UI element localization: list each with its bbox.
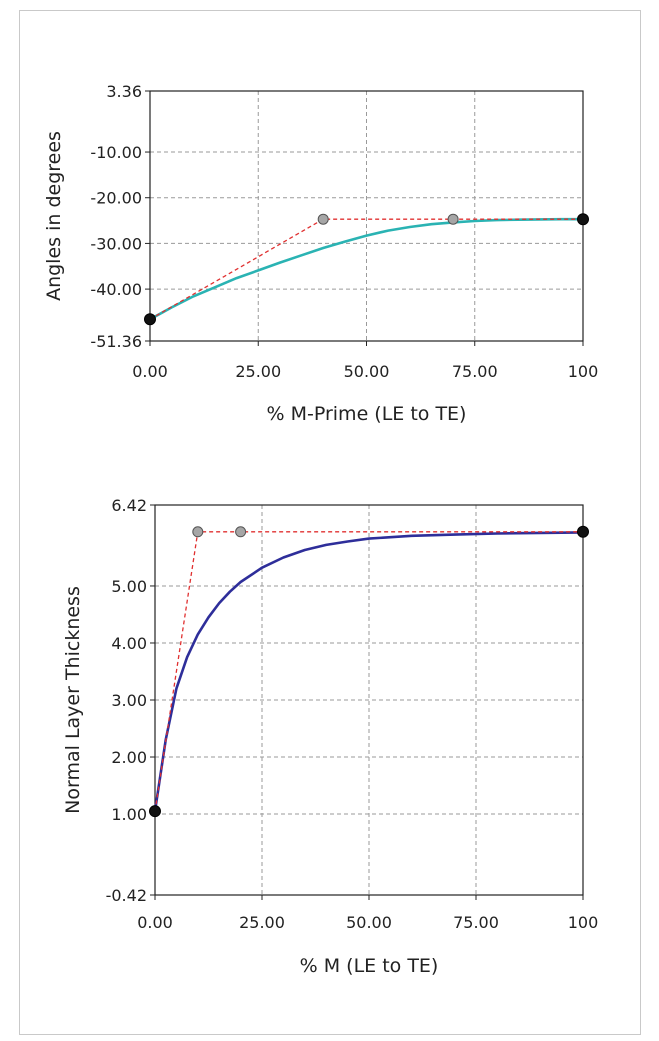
y-tick-label: 2.00: [111, 748, 147, 767]
y-tick-label: -51.36: [90, 332, 142, 351]
curve-line: [153, 531, 585, 813]
x-tick-label: 50.00: [346, 913, 392, 932]
x-tick-label: 100: [568, 913, 599, 932]
y-tick-label: 3.00: [111, 691, 147, 710]
control-polygon-line: [154, 531, 583, 812]
x-tick-label: 75.00: [452, 362, 498, 381]
y-tick-label: 6.42: [111, 496, 147, 515]
control-point-end: [577, 213, 589, 226]
x-tick-label: 50.00: [344, 362, 390, 381]
x-tick-label: 0.00: [132, 362, 168, 381]
control-point: [192, 526, 204, 538]
control-point: [235, 526, 247, 538]
x-tick-label: 75.00: [453, 913, 499, 932]
figure-frame: [19, 10, 641, 1035]
control-point-end: [149, 805, 161, 818]
y-tick-label: -40.00: [90, 280, 142, 299]
chart-1: 0.00 25.00 50.00 75.00 100 3.36 -10.00 -20.00 -3…: [43, 82, 598, 425]
y-tick-label: -0.42: [106, 886, 147, 905]
y-tick-label: 1.00: [111, 805, 147, 824]
x-tick-label: 100: [568, 362, 599, 381]
x-tick-label: 25.00: [235, 362, 281, 381]
control-point-end: [577, 525, 589, 538]
x-tick-label: 0.00: [137, 913, 173, 932]
y-tick-label: 4.00: [111, 634, 147, 653]
x-axis-label: % M-Prime (LE to TE): [267, 403, 467, 425]
y-tick-label: 3.36: [106, 82, 142, 101]
y-axis-label: Normal Layer Thickness: [62, 586, 84, 814]
control-point-end: [144, 313, 156, 326]
x-tick-label: 25.00: [239, 913, 285, 932]
y-tick-label: -30.00: [90, 234, 142, 253]
x-axis-label: % M (LE to TE): [300, 955, 439, 977]
y-tick-label: 5.00: [111, 577, 147, 596]
control-point: [317, 213, 329, 225]
y-tick-label: -20.00: [90, 189, 142, 208]
control-polygon-line: [149, 218, 583, 320]
control-point: [447, 213, 459, 225]
chart-2: 0.00 25.00 50.00 75.00 100 6.42 5.00 4.00 3.00 2.…: [62, 496, 598, 977]
y-axis-label: Angles in degrees: [43, 131, 65, 301]
y-tick-label: -10.00: [90, 143, 142, 162]
